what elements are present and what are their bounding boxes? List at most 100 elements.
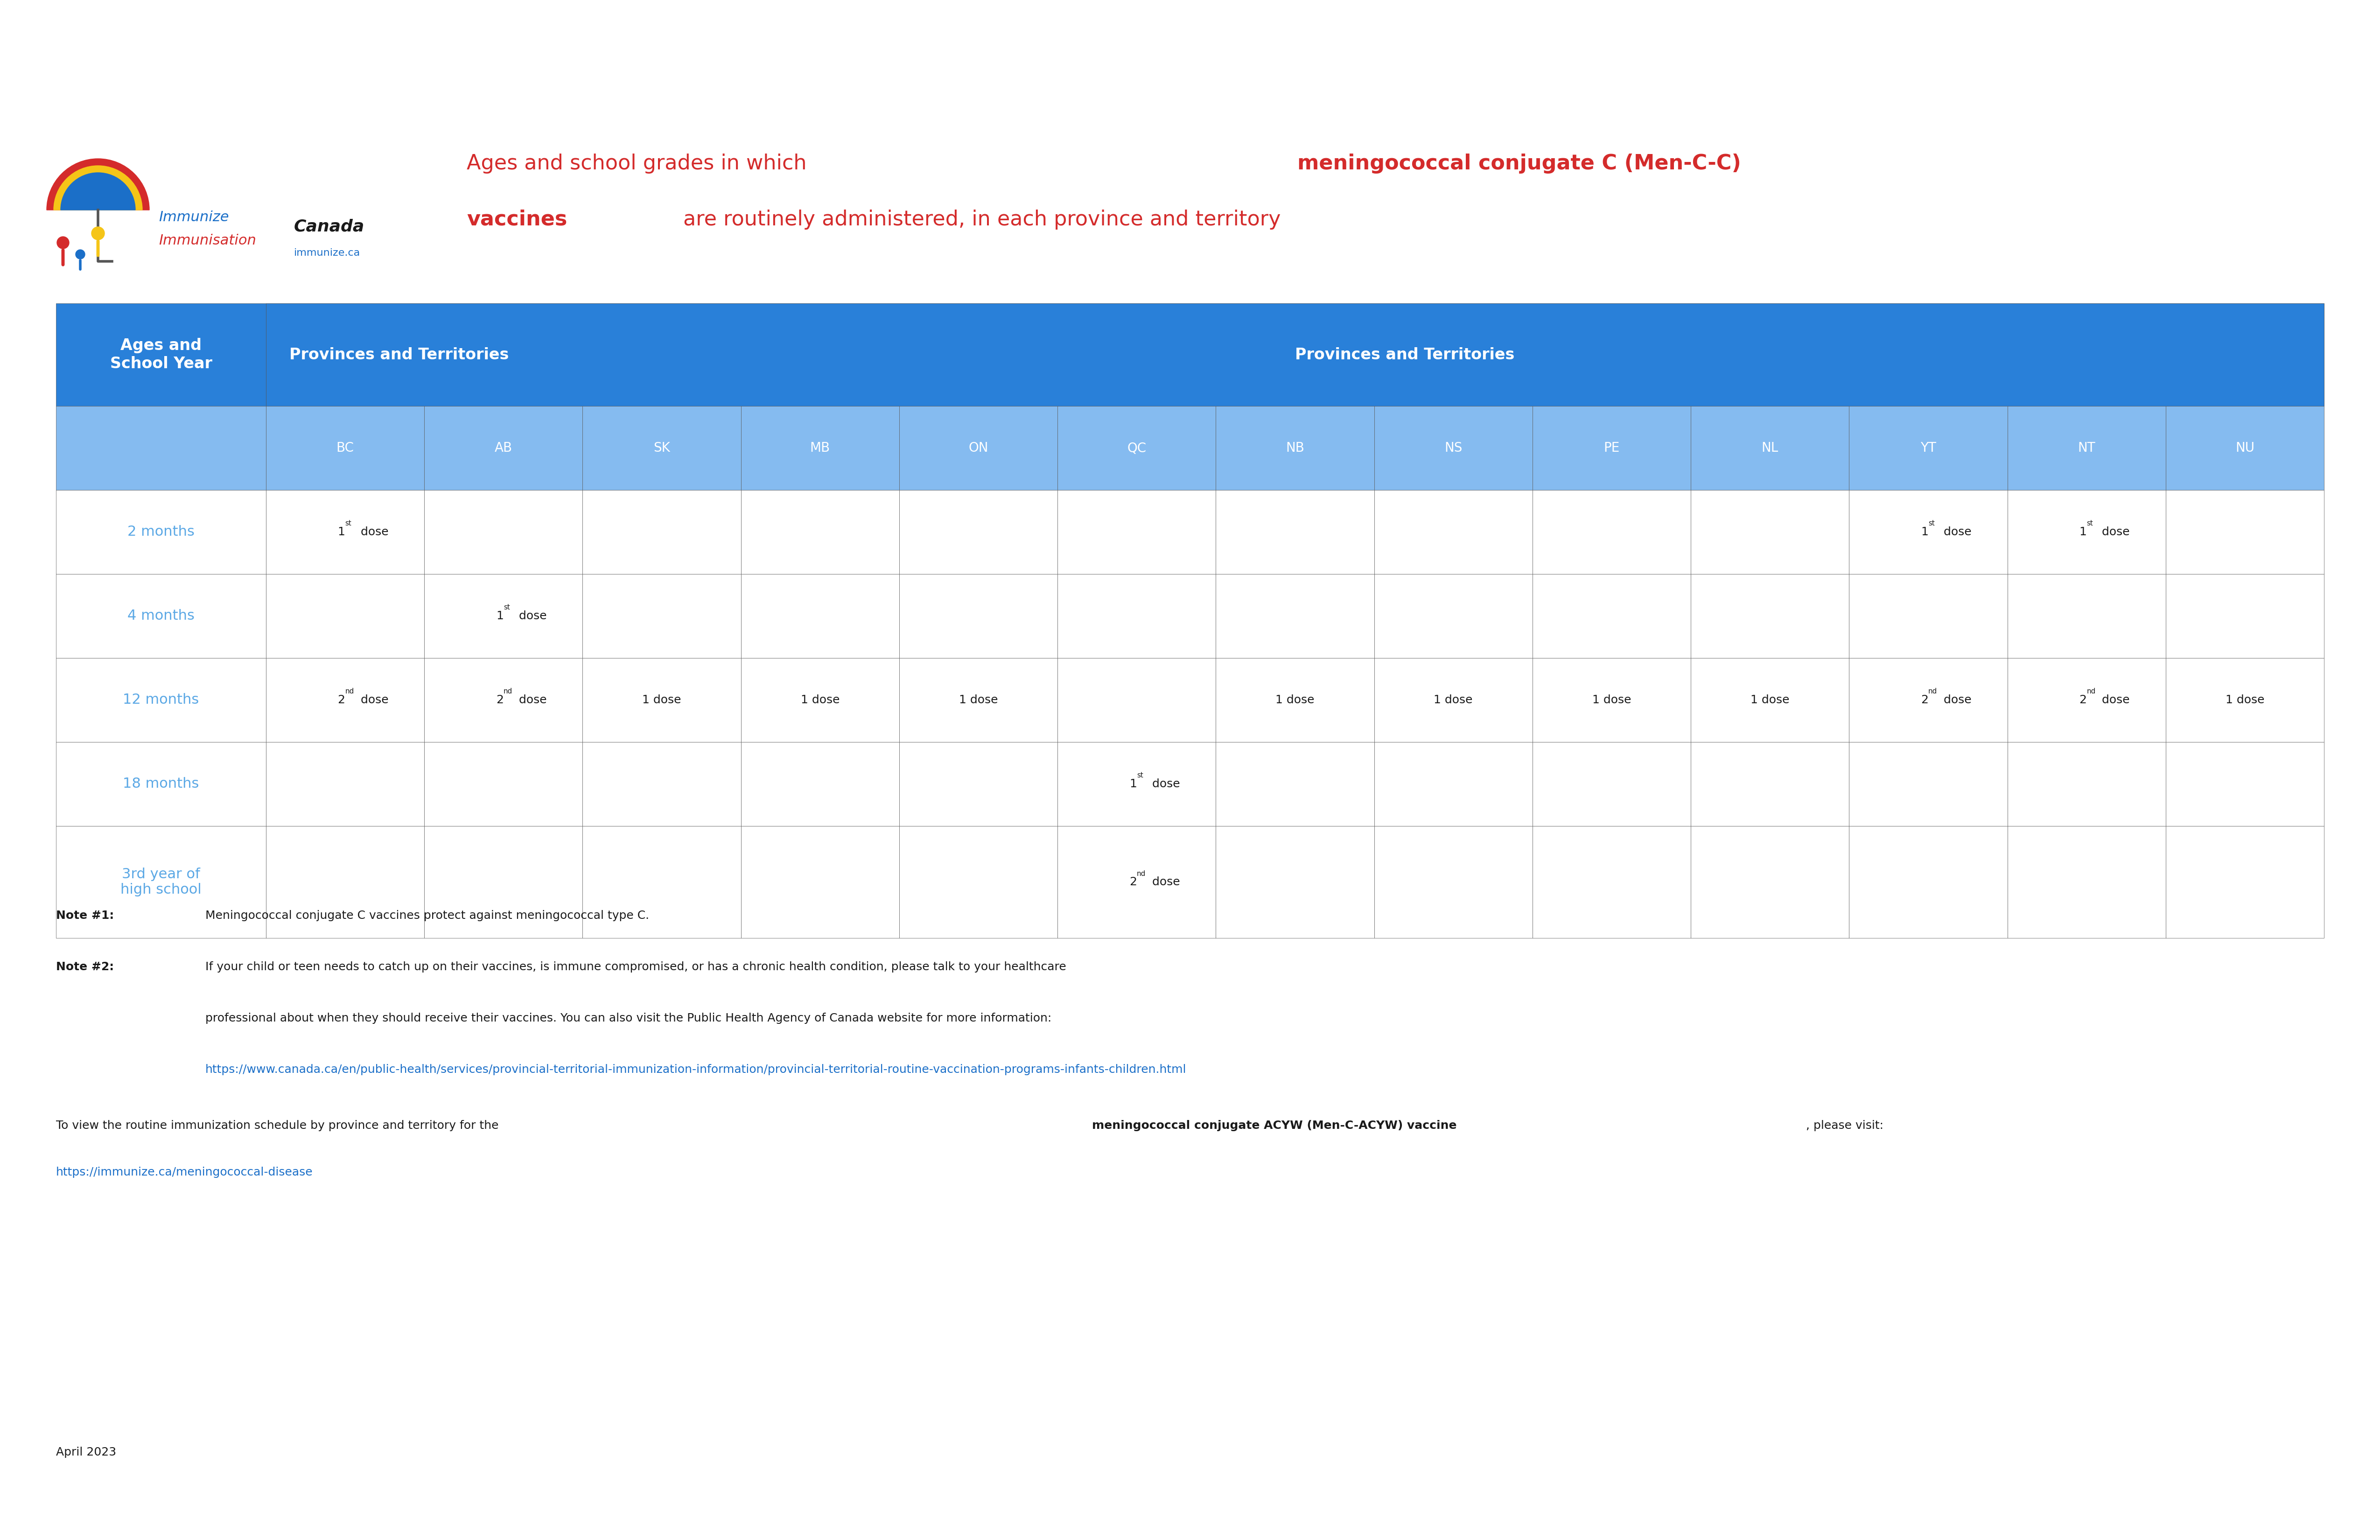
Text: NT: NT	[2078, 442, 2094, 454]
Text: 1: 1	[1128, 778, 1138, 790]
Text: nd: nd	[2087, 688, 2094, 695]
Text: , please visit:: , please visit:	[1806, 1120, 1883, 1132]
Text: nd: nd	[345, 688, 355, 695]
Bar	[1373, 490, 1533, 574]
Text: Ages and school grades in which: Ages and school grades in which	[466, 154, 814, 174]
Bar	[583, 574, 740, 658]
Text: professional about when they should receive their vaccines. You can also visit t: professional about when they should rece…	[205, 1013, 1052, 1024]
Text: 1 dose: 1 dose	[1592, 695, 1630, 705]
Text: https://immunize.ca/meningococcal-disease: https://immunize.ca/meningococcal-diseas…	[57, 1167, 312, 1178]
Text: 1: 1	[2080, 527, 2087, 537]
Bar	[1216, 658, 1373, 742]
Text: dose: dose	[514, 610, 547, 622]
Bar	[2006, 658, 2166, 742]
Text: 1: 1	[1921, 527, 1928, 537]
Text: immunize.ca: immunize.ca	[295, 248, 359, 257]
Text: NU: NU	[2235, 442, 2254, 454]
Text: NL: NL	[1761, 442, 1778, 454]
Text: 2: 2	[1921, 695, 1928, 705]
Bar	[1849, 658, 2006, 742]
Bar	[1216, 742, 1373, 825]
Bar	[583, 825, 740, 938]
Bar	[57, 742, 267, 825]
Text: are routinely administered, in each province and territory: are routinely administered, in each prov…	[676, 209, 1280, 229]
Bar	[1533, 658, 1690, 742]
Bar	[267, 742, 424, 825]
Bar	[900, 825, 1057, 938]
Text: nd: nd	[1138, 870, 1145, 878]
Text: dose: dose	[1150, 778, 1180, 790]
Bar	[1690, 742, 1849, 825]
Bar	[2166, 490, 2323, 574]
Bar	[1849, 825, 2006, 938]
Bar	[1057, 407, 1216, 490]
Bar	[424, 825, 583, 938]
Bar	[1057, 825, 1216, 938]
Text: nd: nd	[505, 688, 512, 695]
Text: st: st	[1928, 521, 1935, 527]
Text: MB: MB	[809, 442, 831, 454]
Bar	[424, 742, 583, 825]
Text: 2: 2	[2080, 695, 2087, 705]
Text: 1 dose: 1 dose	[800, 695, 840, 705]
Text: Provinces and Territories: Provinces and Territories	[1295, 346, 1514, 362]
Circle shape	[57, 237, 69, 249]
Bar	[424, 407, 583, 490]
Bar	[1690, 658, 1849, 742]
Text: st: st	[345, 521, 352, 527]
Bar	[900, 742, 1057, 825]
Bar	[267, 303, 2323, 407]
Wedge shape	[55, 166, 143, 209]
Bar	[57, 407, 267, 490]
Bar	[1373, 825, 1533, 938]
Text: 3rd year of
high school: 3rd year of high school	[121, 867, 202, 896]
Text: Note #2:: Note #2:	[57, 961, 114, 973]
Text: If your child or teen needs to catch up on their vaccines, is immune compromised: If your child or teen needs to catch up …	[205, 961, 1066, 973]
Bar	[900, 407, 1057, 490]
Text: PE: PE	[1604, 442, 1621, 454]
Text: https://www.canada.ca/en/public-health/services/provincial-territorial-immunizat: https://www.canada.ca/en/public-health/s…	[205, 1064, 1188, 1075]
Text: Meningococcal conjugate C vaccines protect against meningococcal type C.: Meningococcal conjugate C vaccines prote…	[205, 910, 650, 921]
Bar	[1849, 742, 2006, 825]
Text: Provinces and Territories: Provinces and Territories	[290, 346, 509, 362]
Bar	[1533, 574, 1690, 658]
Bar	[424, 658, 583, 742]
Bar	[267, 825, 424, 938]
Text: April 2023: April 2023	[57, 1446, 117, 1458]
Bar	[2166, 825, 2323, 938]
Bar	[1057, 742, 1216, 825]
Bar	[1533, 742, 1690, 825]
Text: 1 dose: 1 dose	[1276, 695, 1314, 705]
Text: 1 dose: 1 dose	[2225, 695, 2263, 705]
Text: 4 months: 4 months	[129, 610, 195, 622]
Bar	[57, 303, 267, 407]
Text: dose: dose	[1150, 876, 1180, 887]
Bar	[740, 490, 900, 574]
Bar	[2006, 407, 2166, 490]
Text: 2: 2	[1128, 876, 1138, 887]
Bar	[267, 574, 424, 658]
Bar	[1216, 574, 1373, 658]
Bar	[2006, 825, 2166, 938]
Bar	[424, 574, 583, 658]
Bar	[1533, 490, 1690, 574]
Bar	[2166, 574, 2323, 658]
Text: 12 months: 12 months	[124, 693, 200, 707]
Text: Ages and
School Year: Ages and School Year	[109, 339, 212, 371]
Text: Immunisation: Immunisation	[159, 234, 257, 246]
Bar	[267, 658, 424, 742]
Text: 1: 1	[338, 527, 345, 537]
Bar	[583, 658, 740, 742]
Bar	[1216, 407, 1373, 490]
Bar	[267, 490, 424, 574]
Bar	[2006, 742, 2166, 825]
Text: 1 dose: 1 dose	[1433, 695, 1473, 705]
Bar	[1533, 825, 1690, 938]
Text: st: st	[505, 604, 509, 611]
Bar	[2166, 407, 2323, 490]
Text: vaccines: vaccines	[466, 209, 566, 229]
Bar	[1849, 574, 2006, 658]
Text: dose: dose	[1940, 695, 1971, 705]
Wedge shape	[60, 172, 136, 209]
Text: 18 months: 18 months	[124, 778, 200, 790]
